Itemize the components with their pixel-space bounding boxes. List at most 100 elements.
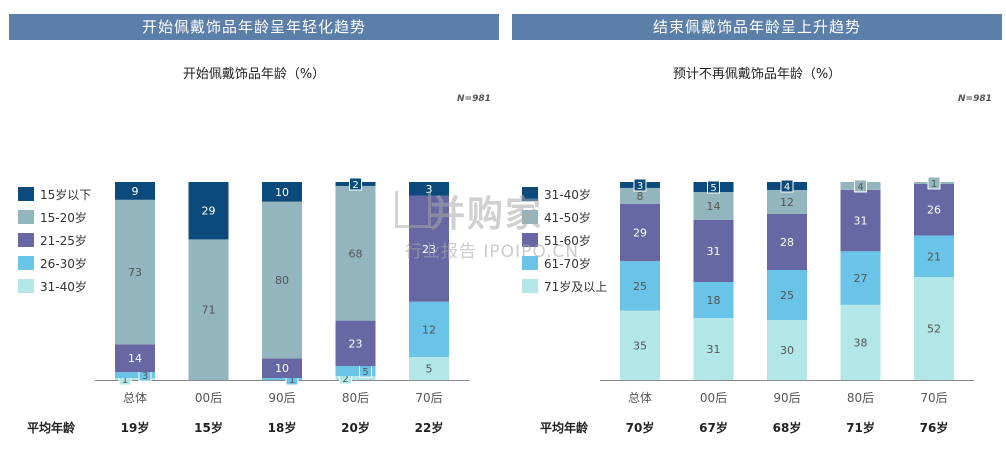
legend-swatch (522, 187, 538, 201)
data-label: 31 (854, 215, 868, 228)
category-tick-label: 总体 (628, 391, 652, 405)
small-label-badge (633, 178, 647, 192)
bar-segment (115, 344, 155, 373)
bar-segment (767, 320, 807, 380)
average-age-label: 平均年龄 (540, 420, 589, 435)
data-label: 2 (352, 180, 358, 191)
data-label: 35 (633, 339, 647, 352)
legend-swatch (522, 256, 538, 270)
right-chart-title: 预计不再佩戴饰品年龄（%） (672, 67, 842, 82)
data-label: 25 (633, 280, 647, 293)
bar-segment (188, 182, 229, 240)
small-label-badge (927, 176, 941, 190)
data-label: 3 (142, 371, 148, 382)
small-label-badge (854, 179, 867, 193)
bar-segment (115, 372, 155, 379)
average-age-label: 平均年龄 (27, 420, 76, 435)
legend-label: 15岁以下 (40, 187, 91, 202)
data-label: 27 (854, 272, 868, 285)
bar-segment (620, 203, 660, 262)
legend-label: 26-30岁 (40, 256, 87, 271)
data-label: 21 (927, 250, 941, 263)
data-label: 9 (132, 185, 139, 198)
bar-segment (914, 183, 954, 236)
bar-segment (335, 366, 376, 377)
average-age-value: 15岁 (194, 420, 223, 435)
data-label: 4 (784, 182, 790, 193)
data-label: 23 (422, 243, 436, 256)
bar-segment (693, 220, 734, 282)
data-label: 25 (780, 289, 794, 302)
legend-swatch (522, 210, 538, 224)
data-label: 30 (780, 344, 794, 357)
data-label: 12 (780, 196, 794, 209)
data-label: 8 (637, 190, 644, 203)
bar-segment (409, 301, 449, 357)
legend-label: 71岁及以上 (544, 279, 607, 294)
data-label: 1 (289, 375, 295, 386)
bar-segment (335, 376, 376, 380)
data-label: 26 (927, 204, 941, 217)
data-label: 2 (342, 374, 348, 385)
data-label: 31 (707, 343, 721, 356)
bar-segment (409, 356, 449, 380)
bar-segment (262, 201, 302, 359)
data-label: 3 (426, 183, 433, 196)
legend-swatch (522, 279, 538, 293)
average-age-value: 18岁 (268, 420, 297, 435)
data-label: 38 (854, 336, 868, 349)
category-tick-label: 90后 (268, 391, 295, 405)
bar-segment (335, 320, 376, 367)
category-tick-label: 80后 (342, 391, 369, 405)
data-label: 14 (128, 352, 142, 365)
bar-segment (840, 304, 881, 380)
data-label: 68 (349, 247, 363, 260)
data-label: 12 (422, 323, 436, 336)
bar-segment (115, 378, 155, 380)
average-age-value: 20岁 (341, 420, 370, 435)
bar-segment (840, 251, 881, 305)
data-label: 73 (128, 266, 142, 279)
average-age-value: 67岁 (699, 420, 728, 435)
average-age-value: 76岁 (920, 420, 949, 435)
bar-segment (620, 187, 660, 204)
data-label: 1 (931, 179, 937, 190)
category-tick-label: 90后 (773, 391, 800, 405)
average-age-value: 22岁 (415, 420, 444, 435)
legend-label: 15-20岁 (40, 210, 87, 225)
data-label: 4 (857, 182, 863, 193)
data-label: 31 (707, 245, 721, 258)
bar-segment (767, 190, 807, 214)
data-label: 18 (707, 294, 721, 307)
bar-segment (262, 378, 302, 380)
data-label: 14 (707, 200, 721, 213)
category-tick-label: 00后 (195, 391, 222, 405)
data-label: 23 (349, 337, 363, 350)
right-banner: 结束佩戴饰品年龄呈上升趋势 (512, 14, 1002, 40)
legend-swatch (18, 233, 34, 247)
legend-swatch (18, 256, 34, 270)
average-age-value: 68岁 (773, 420, 802, 435)
legend-label: 41-50岁 (544, 210, 591, 225)
data-label: 80 (275, 274, 289, 287)
bar-segment (115, 199, 155, 345)
average-age-value: 70岁 (626, 420, 655, 435)
bar-segment (262, 358, 302, 379)
bar-segment (693, 192, 734, 220)
category-tick-label: 80后 (847, 391, 874, 405)
bar-segment (620, 261, 660, 311)
legend-label: 21-25岁 (40, 233, 87, 248)
data-label: 29 (633, 226, 647, 239)
bar-segment (115, 182, 155, 200)
bar-segment (188, 239, 229, 380)
average-age-value: 71岁 (846, 420, 875, 435)
bar-segment (693, 282, 734, 318)
data-label: 5 (362, 367, 368, 378)
data-label: 10 (275, 362, 289, 375)
category-tick-label: 70后 (415, 391, 442, 405)
bar-segment (409, 182, 449, 196)
bar-segment (840, 189, 881, 252)
small-label-badge (780, 179, 794, 193)
legend-swatch (18, 187, 34, 201)
